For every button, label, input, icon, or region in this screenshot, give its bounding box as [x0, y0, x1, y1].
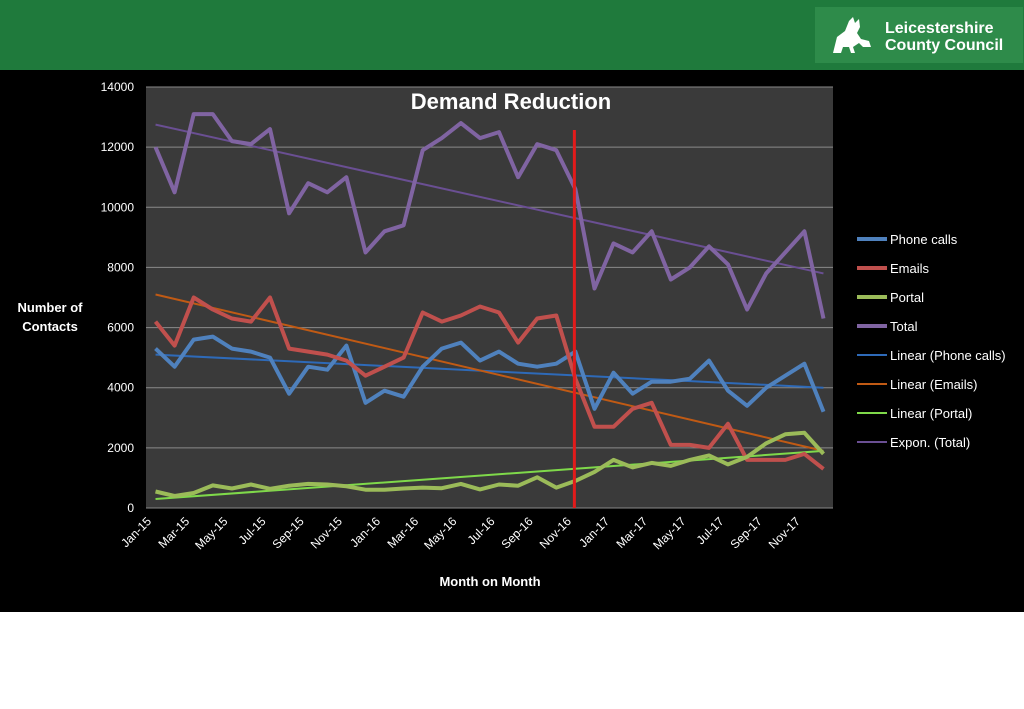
y-tick-label: 6000	[107, 321, 134, 335]
y-axis-title-line2: Contacts	[22, 319, 78, 334]
x-tick-label: May-17	[650, 514, 688, 552]
legend-label: Portal	[890, 290, 924, 305]
legend-label: Linear (Phone calls)	[890, 348, 1006, 363]
legend-label: Total	[890, 319, 918, 334]
x-tick-label: Jan-17	[576, 514, 612, 550]
y-tick-label: 2000	[107, 441, 134, 455]
x-tick-label: Sep-15	[270, 514, 307, 551]
x-tick-label: Sep-17	[728, 514, 765, 551]
series-line-total	[153, 112, 826, 319]
y-axis-title-line1: Number of	[18, 300, 84, 315]
x-tick-label: Jan-15	[118, 514, 154, 550]
y-tick-label: 12000	[101, 140, 135, 154]
x-tick-label: Sep-16	[499, 514, 536, 551]
legend-label: Phone calls	[890, 232, 958, 247]
x-tick-label: Jan-16	[347, 514, 383, 550]
x-tick-label: Mar-16	[385, 514, 422, 551]
y-tick-label: 4000	[107, 381, 134, 395]
council-name-line1: Leicestershire	[885, 20, 994, 37]
council-name-line2: County Council	[885, 37, 1004, 54]
x-tick-label: Jul-16	[465, 514, 498, 547]
trendline-linear-phone-calls	[155, 353, 824, 389]
chart-slide: 0 2000 4000 6000 8000 10000 12000 14000 Jan-15 M…	[0, 70, 1024, 612]
x-tick-label: Mar-15	[156, 514, 193, 551]
series-line-phone-calls	[154, 334, 826, 413]
x-tick-label: Mar-17	[614, 514, 651, 551]
chart-title: Demand Reduction	[411, 89, 611, 114]
slide-footer-blank	[0, 612, 1024, 709]
legend-label: Expon. (Total)	[890, 435, 970, 450]
x-tick-label: Nov-17	[766, 514, 803, 551]
legend-label: Linear (Emails)	[890, 377, 977, 392]
y-tick-label: 14000	[101, 80, 135, 94]
y-tick-label: 8000	[107, 260, 134, 274]
series-line-portal	[155, 430, 825, 498]
x-tick-label: May-16	[421, 514, 459, 552]
x-axis-title: Month on Month	[439, 574, 540, 589]
series-line-emails	[153, 295, 825, 471]
x-tick-label: May-15	[192, 514, 230, 552]
council-name: Leicestershire County Council	[885, 20, 1003, 54]
x-tick-label: Jul-15	[236, 514, 269, 547]
x-tick-label: Nov-16	[537, 514, 574, 551]
legend-label: Linear (Portal)	[890, 406, 972, 421]
y-tick-label: 0	[127, 501, 134, 515]
trendline-linear-emails	[155, 293, 824, 452]
fox-logo-icon	[833, 17, 871, 53]
legend-label: Emails	[890, 261, 930, 276]
council-logo: Leicestershire County Council	[815, 7, 1023, 63]
y-tick-label: 10000	[101, 200, 135, 214]
x-tick-label: Nov-15	[308, 514, 345, 551]
plot-area	[146, 87, 833, 508]
x-tick-label: Jul-17	[694, 514, 727, 547]
header-bar: Leicestershire County Council	[0, 0, 1024, 70]
